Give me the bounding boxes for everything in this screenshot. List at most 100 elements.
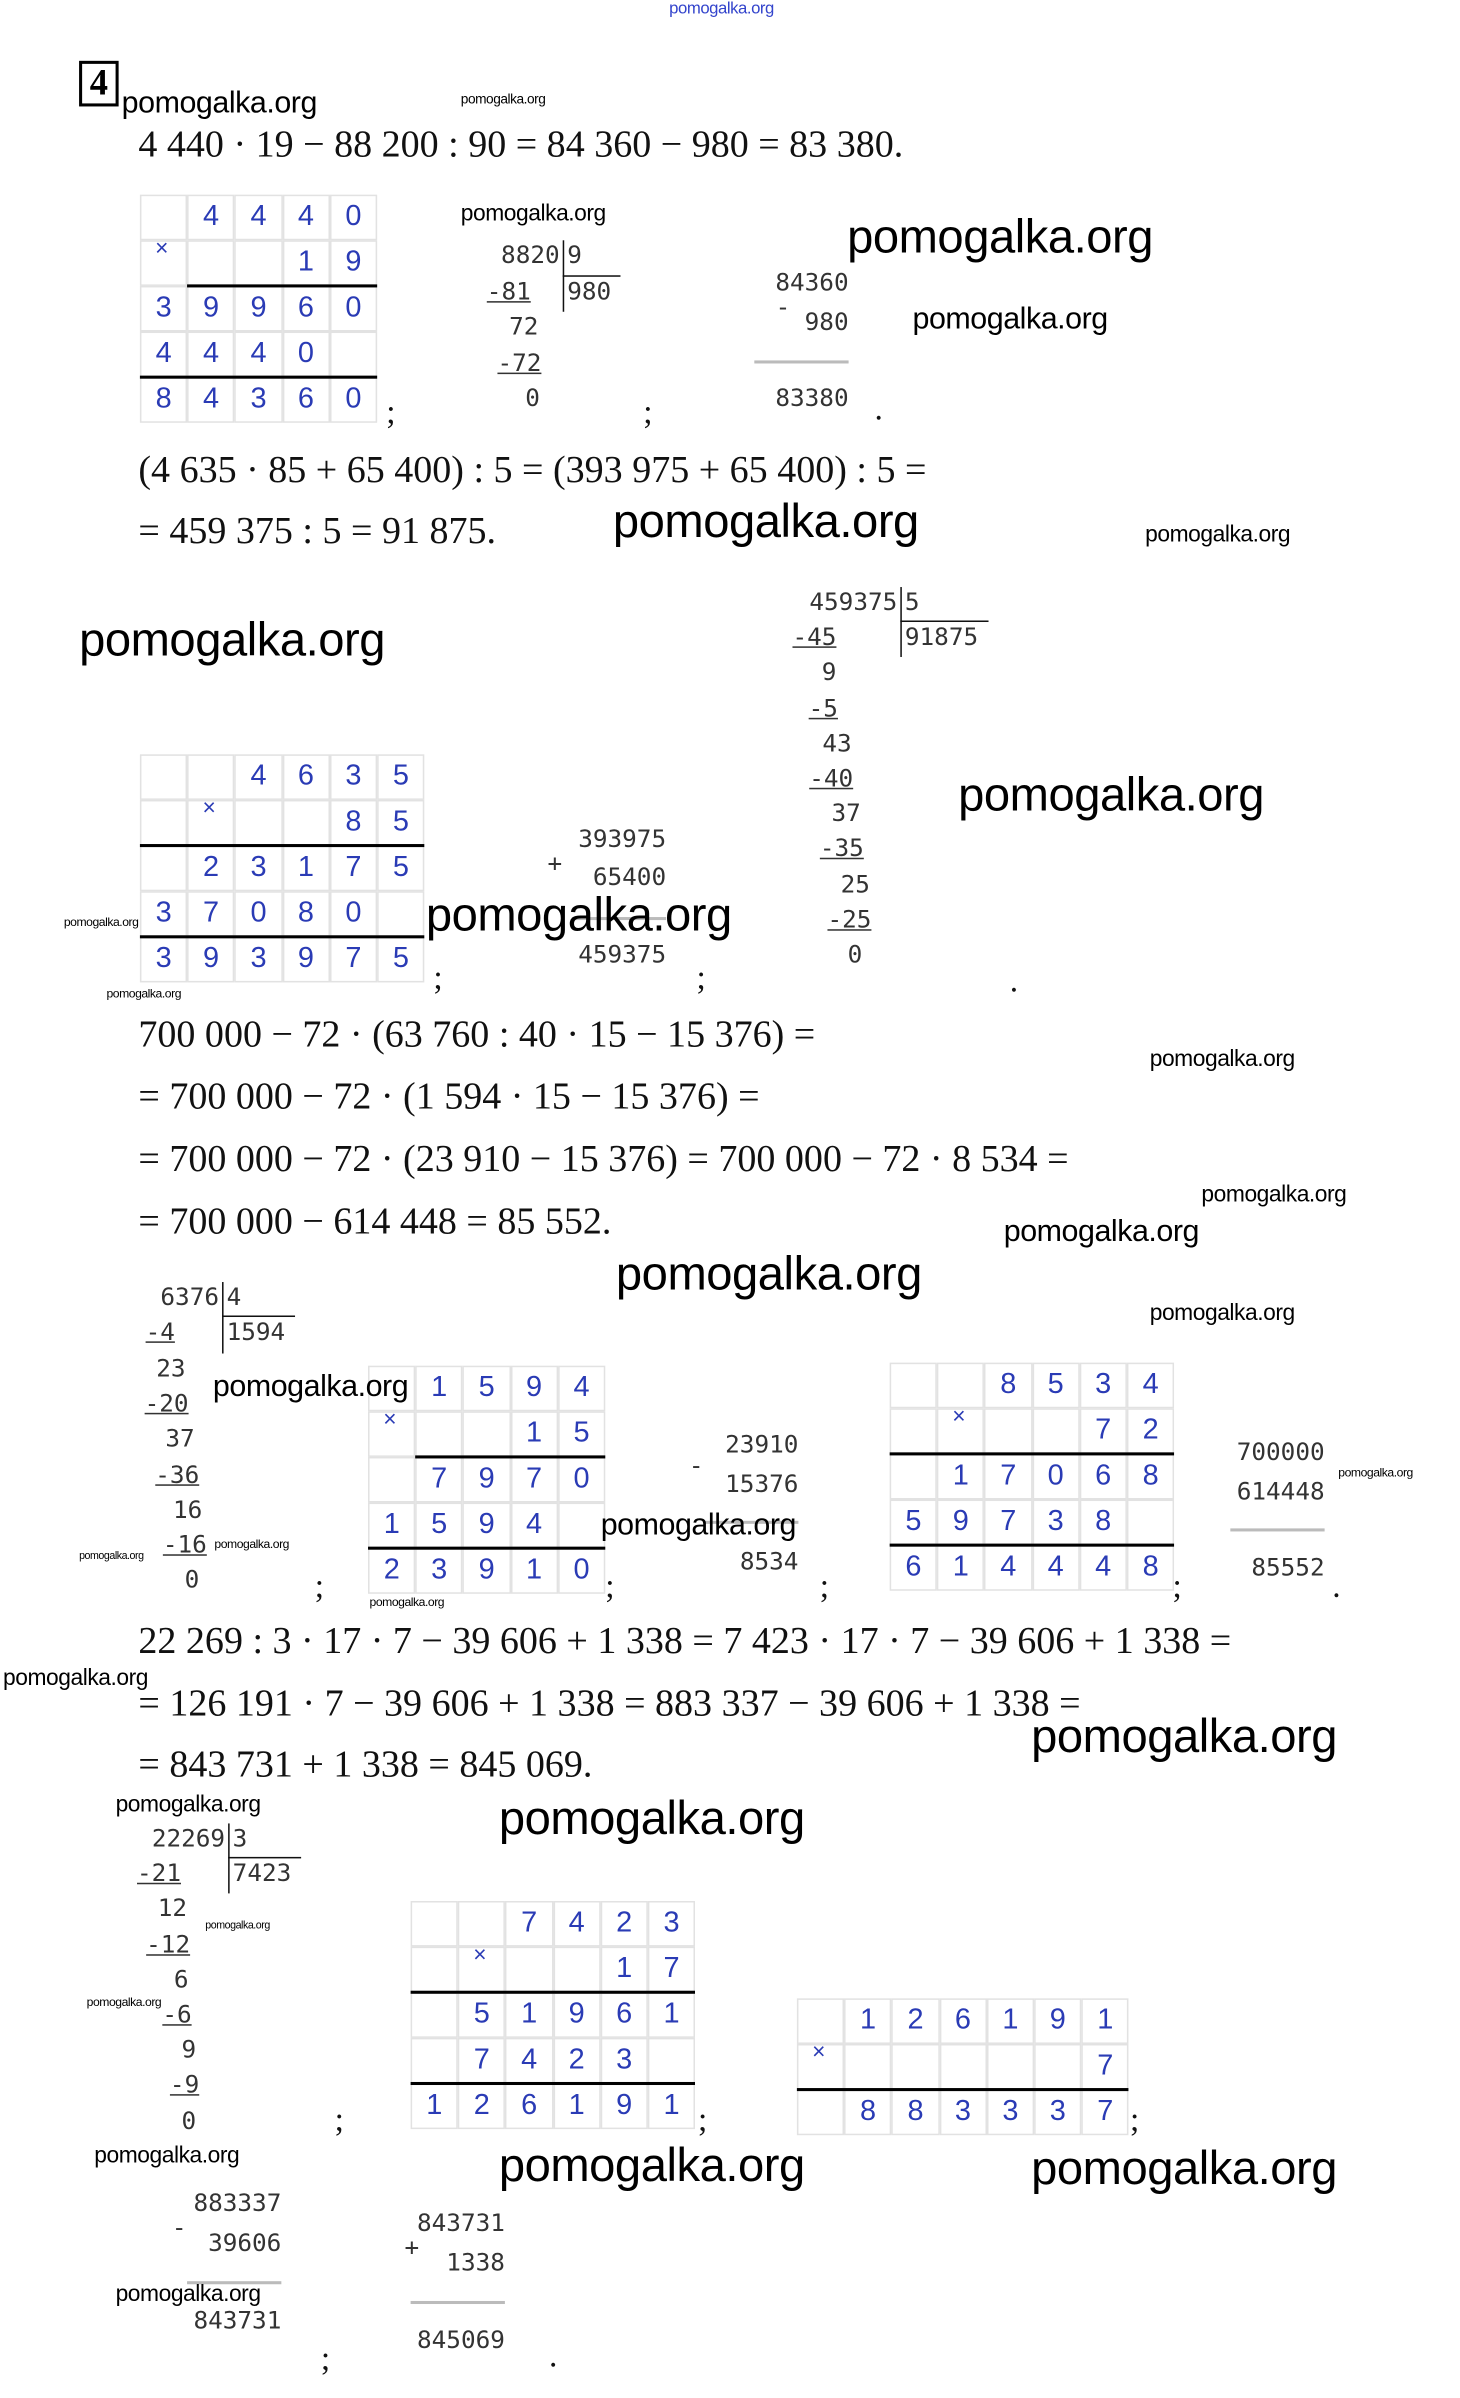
division-step: 0 xyxy=(525,383,540,413)
grid-cell: 9 xyxy=(187,285,235,332)
division-bar xyxy=(228,1823,230,1894)
grid-cell xyxy=(889,1453,938,1500)
watermark-text: pomogalka.org xyxy=(1031,2141,1338,2195)
watermark-text: pomogalka.org xyxy=(115,2281,261,2308)
division-step: 72 xyxy=(509,311,539,341)
grid-underline xyxy=(410,2081,696,2086)
grid-cell: 1 xyxy=(600,1946,648,1993)
division-step: 0 xyxy=(181,2105,197,2135)
grid-cell: 1 xyxy=(510,1411,558,1457)
divisor: 5 xyxy=(904,587,920,616)
watermark-text: pomogalka.org xyxy=(121,86,318,121)
separator-semicolon: ; xyxy=(314,1566,325,1605)
grid-cell xyxy=(458,1901,506,1947)
grid-cell: 6 xyxy=(505,2083,553,2130)
grid-cell xyxy=(505,1946,553,1993)
separator-semicolon: ; xyxy=(334,2100,344,2139)
grid-cell: 1 xyxy=(937,1545,985,1591)
watermark-text: pomogalka.org xyxy=(958,768,1265,822)
division-step: -25 xyxy=(827,904,872,934)
watermark-text: pomogalka.org xyxy=(615,1247,922,1301)
grid-cell: 7 xyxy=(329,936,378,983)
grid-cell: 4 xyxy=(510,1502,558,1549)
grid-cell: 4 xyxy=(505,2037,553,2084)
grid-cell xyxy=(1126,1499,1175,1546)
grid-cell: 9 xyxy=(937,1499,985,1546)
grid-cell: 0 xyxy=(557,1456,606,1503)
column-op-row: 843731 xyxy=(193,2305,282,2335)
divisor: 9 xyxy=(567,240,582,270)
separator-period: . xyxy=(1009,961,1019,1000)
grid-cell xyxy=(1032,1408,1080,1454)
grid-cell: 7 xyxy=(1081,2043,1130,2090)
grid-cell: 4 xyxy=(187,194,235,241)
watermark-text: pomogalka.org xyxy=(1149,1300,1295,1327)
grid-cell xyxy=(410,1901,459,1947)
grid-cell: 4 xyxy=(234,331,283,378)
grid-cell: 4 xyxy=(552,1901,601,1947)
division-step: 0 xyxy=(184,1565,200,1595)
grid-cell xyxy=(937,1362,985,1409)
division-step: 8820 xyxy=(501,240,560,270)
grid-cell: 3 xyxy=(234,377,283,423)
division-quotient-line xyxy=(900,620,989,623)
grid-cell: 3 xyxy=(234,936,283,983)
grid-cell: 0 xyxy=(234,891,283,937)
separator-period: . xyxy=(1332,1566,1341,1605)
divisor: 3 xyxy=(232,1823,248,1853)
equation-line: = 700 000 − 614 448 = 85 552. xyxy=(138,1201,612,1243)
grid-cell xyxy=(410,2037,459,2084)
grid-cell: 2 xyxy=(552,2037,601,2084)
watermark-text: pomogalka.org xyxy=(94,2142,240,2169)
grid-cell xyxy=(891,2043,940,2090)
watermark-text: pomogalka.org xyxy=(498,2138,805,2192)
grid-cell: 5 xyxy=(889,1499,938,1546)
division-quotient-line xyxy=(222,1315,296,1318)
grid-cell: 3 xyxy=(939,2089,987,2136)
separator-semicolon: ; xyxy=(433,958,443,997)
grid-cell: 9 xyxy=(282,936,330,983)
watermark-text: pomogalka.org xyxy=(425,888,732,942)
grid-cell: 8 xyxy=(844,2089,892,2136)
grid-cell: 1 xyxy=(986,1998,1035,2044)
grid-cell xyxy=(187,240,235,286)
watermark-text: pomogalka.org xyxy=(460,200,606,227)
grid-cell: 6 xyxy=(282,285,330,332)
grid-cell: 7 xyxy=(505,1901,553,1947)
grid-cell xyxy=(557,1502,606,1549)
grid-cell: 3 xyxy=(600,2037,648,2084)
separator-semicolon: ; xyxy=(643,392,653,431)
grid-cell: 4 xyxy=(1079,1545,1127,1591)
multiply-sign: × xyxy=(952,1403,966,1430)
equation-line: = 843 731 + 1 338 = 845 069. xyxy=(138,1744,593,1786)
grid-cell: 4 xyxy=(187,377,235,423)
grid-cell: 2 xyxy=(368,1548,416,1594)
column-op-row: 23910 xyxy=(725,1429,799,1459)
column-op-row: 85552 xyxy=(1251,1552,1325,1582)
grid-cell: 9 xyxy=(187,936,235,983)
separator-semicolon: ; xyxy=(698,2100,708,2139)
grid-cell: 1 xyxy=(1081,1998,1130,2044)
grid-underline xyxy=(796,2088,1130,2092)
grid-cell xyxy=(986,2043,1035,2090)
quotient: 980 xyxy=(567,276,612,305)
watermark-text: pomogalka.org xyxy=(498,1791,805,1845)
grid-cell: 1 xyxy=(937,1453,985,1500)
grid-cell: 5 xyxy=(377,754,425,800)
column-op-row: 845069 xyxy=(417,2325,505,2355)
column-op-line xyxy=(754,360,849,364)
column-op-row: 1338 xyxy=(446,2247,505,2277)
multiply-sign: × xyxy=(473,1942,487,1968)
grid-cell xyxy=(984,1408,1032,1454)
grid-cell: 1 xyxy=(647,2083,696,2130)
grid-cell: 3 xyxy=(139,891,188,937)
division-step: 25 xyxy=(840,869,870,899)
column-op-line xyxy=(704,1520,799,1524)
division-step: 37 xyxy=(831,798,861,828)
multiplication-grid: 8 5 3 4 7 2 1 7 0 6 8 5 9 7 3 8 6 1 4 4 4 8 × xyxy=(889,1362,1175,1591)
grid-cell xyxy=(368,1456,416,1503)
grid-cell: 5 xyxy=(415,1502,463,1549)
grid-cell: 9 xyxy=(462,1548,511,1594)
grid-cell xyxy=(139,799,188,846)
grid-cell: 1 xyxy=(552,2083,601,2130)
